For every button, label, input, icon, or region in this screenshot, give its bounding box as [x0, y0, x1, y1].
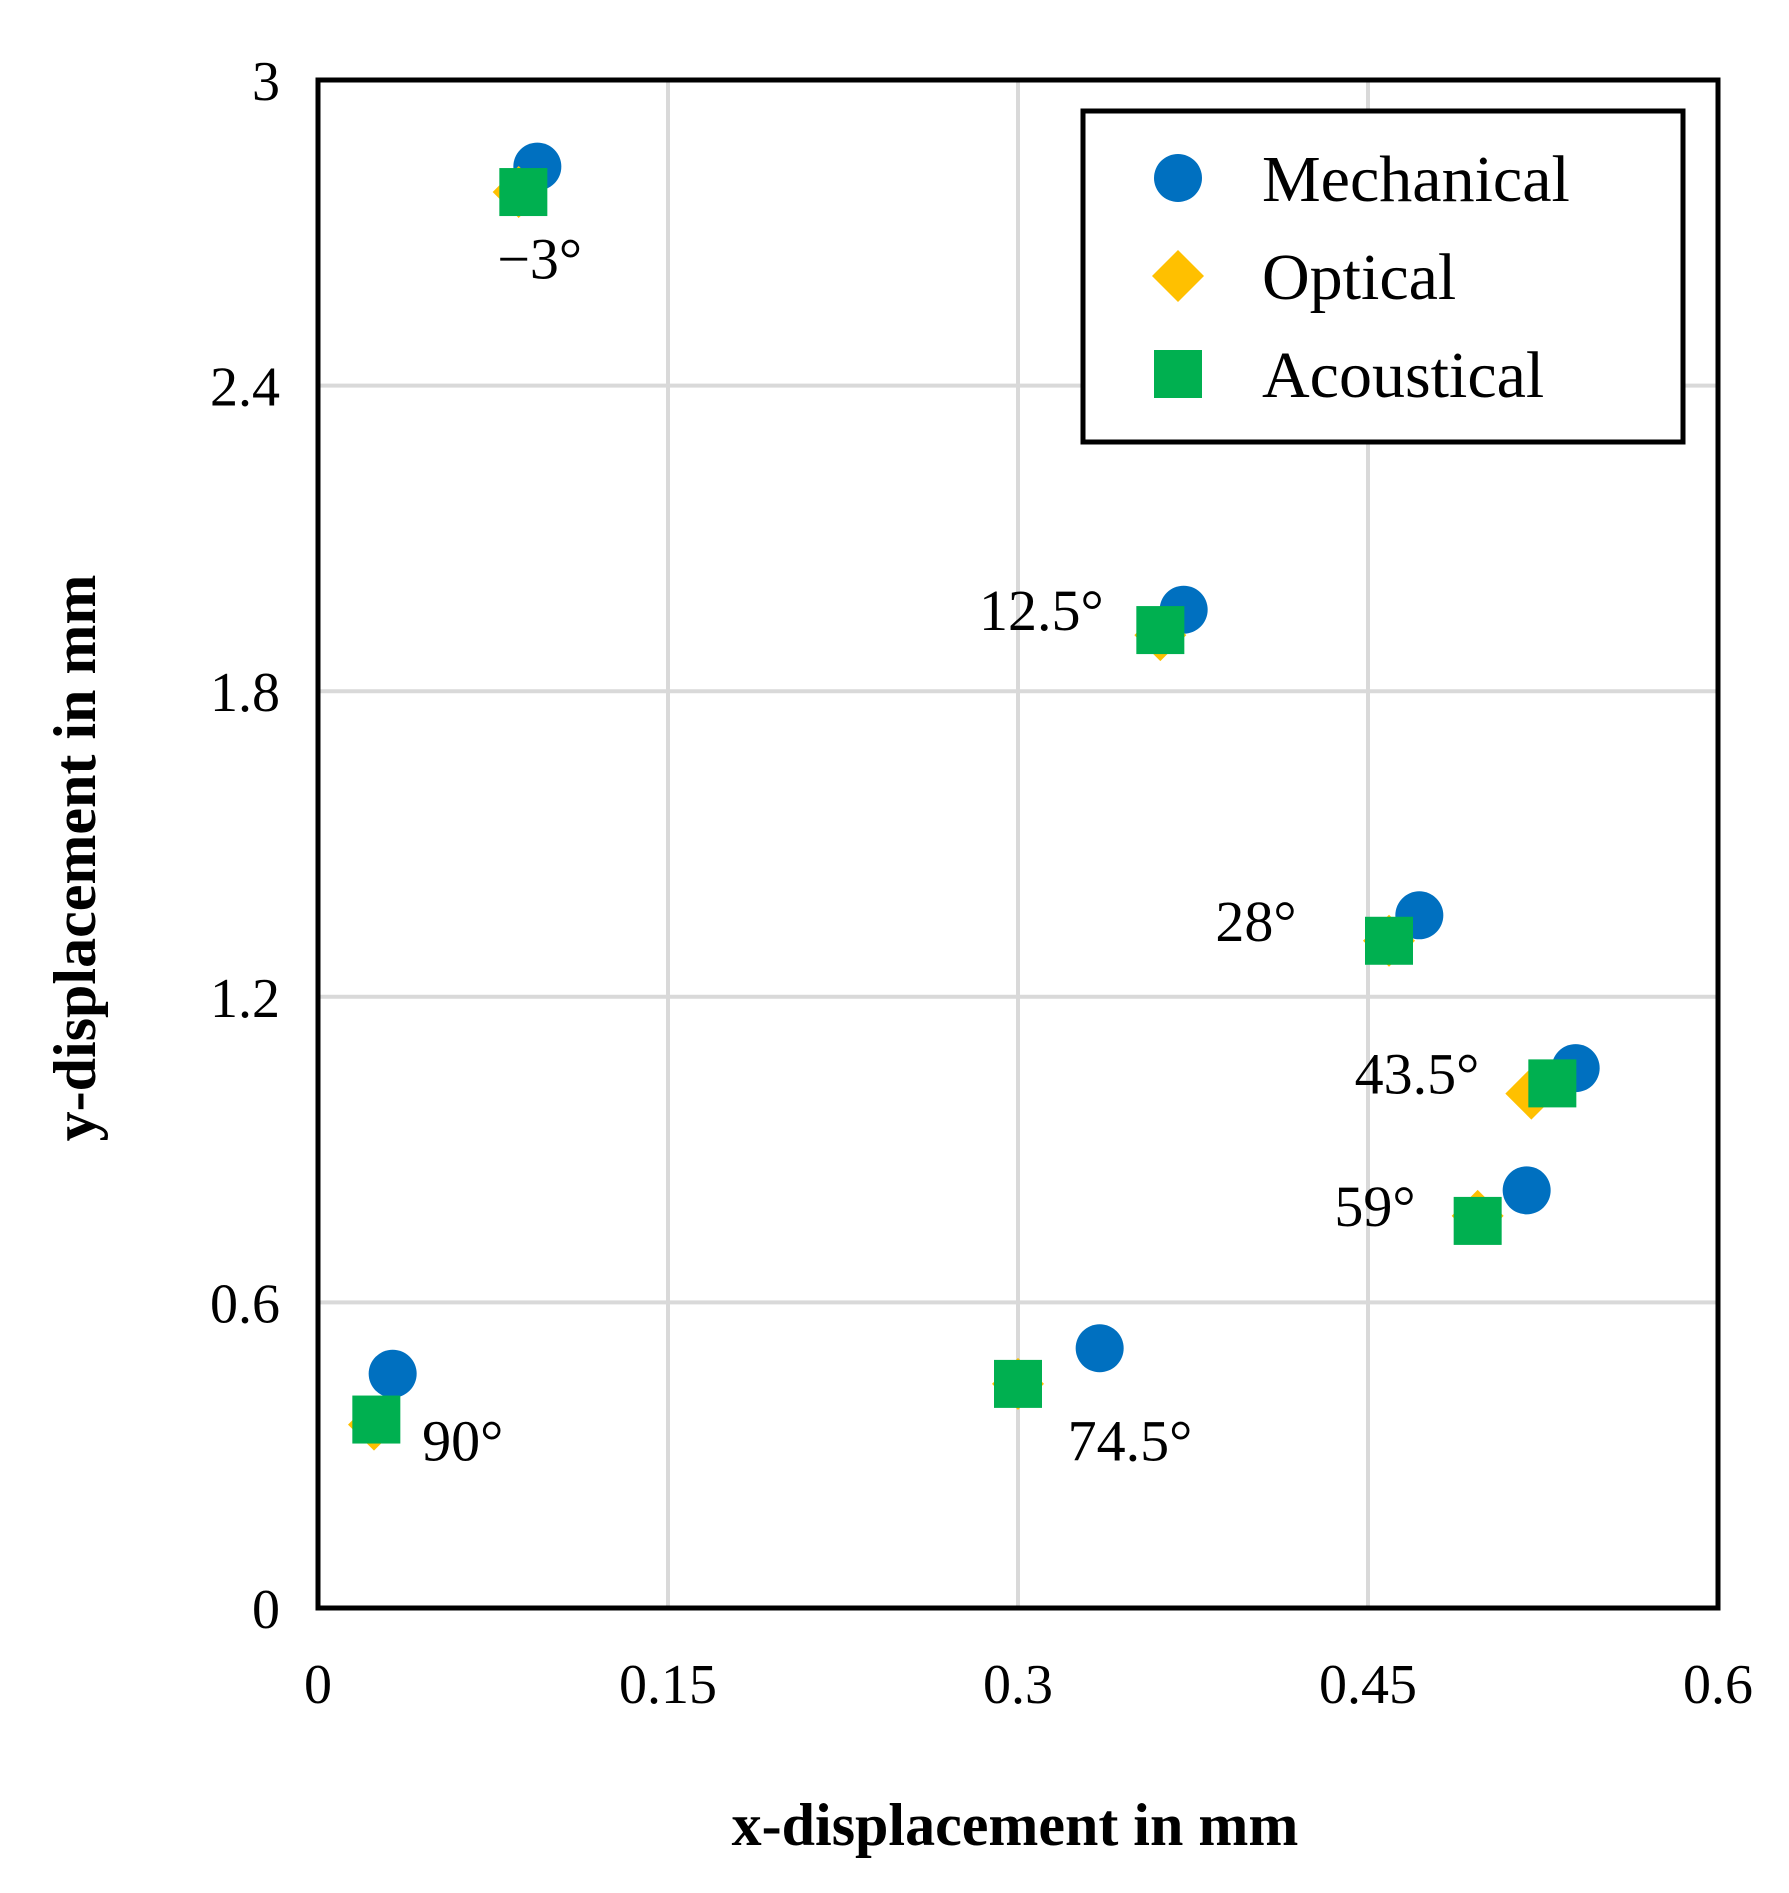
data-points	[348, 142, 1600, 1451]
plot-area-frame	[315, 77, 1721, 1611]
x-tick-label: 0.45	[1319, 1654, 1417, 1716]
legend-item-optical: Optical	[1152, 241, 1456, 314]
acoustical-point	[1528, 1059, 1577, 1108]
x-tick-label: 0.6	[1683, 1654, 1753, 1716]
y-tick-label: 0.6	[210, 1273, 280, 1335]
x-tick-label: 0	[304, 1654, 332, 1716]
y-tick-label: 0	[252, 1579, 280, 1641]
angle-annotations: −3° 12.5° 28° 43.5° 59° 74.5° 90°	[422, 227, 1479, 1474]
tick-labels: 0 0.15 0.3 0.45 0.6 0 0.6 1.2 1.8 2.4 3	[210, 51, 1753, 1716]
legend-diamond-marker	[1152, 250, 1204, 302]
mechanical-point	[1075, 1324, 1124, 1373]
legend: Mechanical Optical Acoustical	[1080, 108, 1686, 445]
x-tick-label: 0.3	[983, 1654, 1053, 1716]
legend-item-acoustical: Acoustical	[1154, 339, 1544, 412]
mechanical-point	[1502, 1166, 1551, 1215]
acoustical-point	[352, 1395, 401, 1444]
angle-label: 12.5°	[979, 578, 1104, 643]
acoustical-point	[499, 168, 548, 217]
acoustical-point	[1136, 606, 1185, 655]
y-tick-label: 1.2	[210, 968, 280, 1030]
series-acoustical	[352, 168, 1577, 1444]
legend-square-marker	[1154, 350, 1202, 398]
angle-label: 59°	[1334, 1174, 1415, 1239]
acoustical-point	[994, 1359, 1042, 1408]
mechanical-point	[368, 1349, 417, 1398]
angle-label: −3°	[497, 227, 582, 292]
legend-label: Optical	[1262, 241, 1456, 314]
legend-circle-marker	[1154, 154, 1202, 202]
legend-label: Acoustical	[1262, 339, 1544, 412]
y-axis-title: y-displacement in mm	[42, 575, 108, 1142]
legend-label: Mechanical	[1262, 143, 1570, 216]
y-tick-label: 1.8	[210, 662, 280, 724]
y-tick-label: 2.4	[210, 357, 280, 419]
y-tick-label: 3	[252, 51, 280, 113]
x-tick-label: 0.15	[619, 1654, 717, 1716]
acoustical-point	[1453, 1196, 1502, 1245]
angle-label: 43.5°	[1355, 1042, 1480, 1107]
x-axis-title: x-displacement in mm	[732, 1792, 1299, 1858]
angle-label: 28°	[1215, 889, 1296, 954]
angle-label: 90°	[422, 1408, 503, 1473]
angle-label: 74.5°	[1068, 1408, 1193, 1473]
legend-item-mechanical: Mechanical	[1154, 143, 1570, 216]
acoustical-point	[1365, 916, 1413, 965]
